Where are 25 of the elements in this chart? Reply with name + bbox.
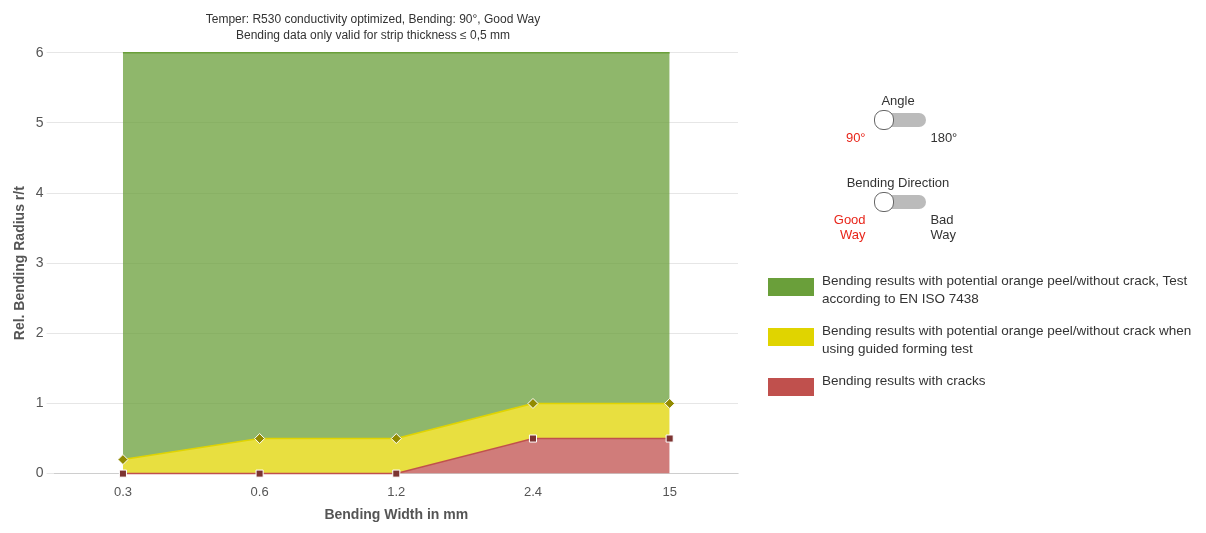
chart-title: Temper: R530 conductivity optimized, Bending: 90°, Good Way bbox=[205, 11, 541, 26]
text: Good Way bbox=[832, 212, 866, 242]
legend-label: Bending results with potential orange peel/without crack when using guided forming test bbox=[822, 322, 1193, 358]
text: Bending Direction bbox=[845, 175, 951, 190]
y-tick-label: 0 bbox=[35, 464, 44, 481]
x-tick-label: 0.3 bbox=[113, 483, 132, 499]
text: 90° bbox=[844, 130, 866, 145]
text: 180° bbox=[930, 130, 959, 145]
x-tick-label: 0.6 bbox=[250, 483, 269, 499]
y-tick-label: 2 bbox=[35, 324, 44, 341]
y-tick-label: 6 bbox=[35, 43, 44, 60]
y-axis-title: Rel. Bending Radius r/t bbox=[11, 185, 28, 341]
y-tick-label: 1 bbox=[35, 394, 44, 411]
text: Angle bbox=[880, 93, 916, 108]
y-tick-label: 3 bbox=[35, 254, 44, 271]
x-tick-label: 2.4 bbox=[523, 483, 543, 499]
legend-label: Bending results with potential orange peel/without crack, Test according to EN ISO 7438 bbox=[822, 272, 1189, 308]
x-axis-title: Bending Width in mm bbox=[324, 506, 469, 523]
x-tick-label: 15 bbox=[662, 483, 677, 499]
legend-label: Bending results with cracks bbox=[822, 372, 987, 390]
x-tick-label: 1.2 bbox=[387, 483, 406, 499]
y-tick-label: 5 bbox=[35, 113, 44, 130]
text: Bad Way bbox=[930, 212, 957, 242]
y-tick-label: 4 bbox=[35, 183, 44, 200]
chart-subtitle: Bending data only valid for strip thickness ≤ 0,5 mm bbox=[235, 27, 511, 42]
